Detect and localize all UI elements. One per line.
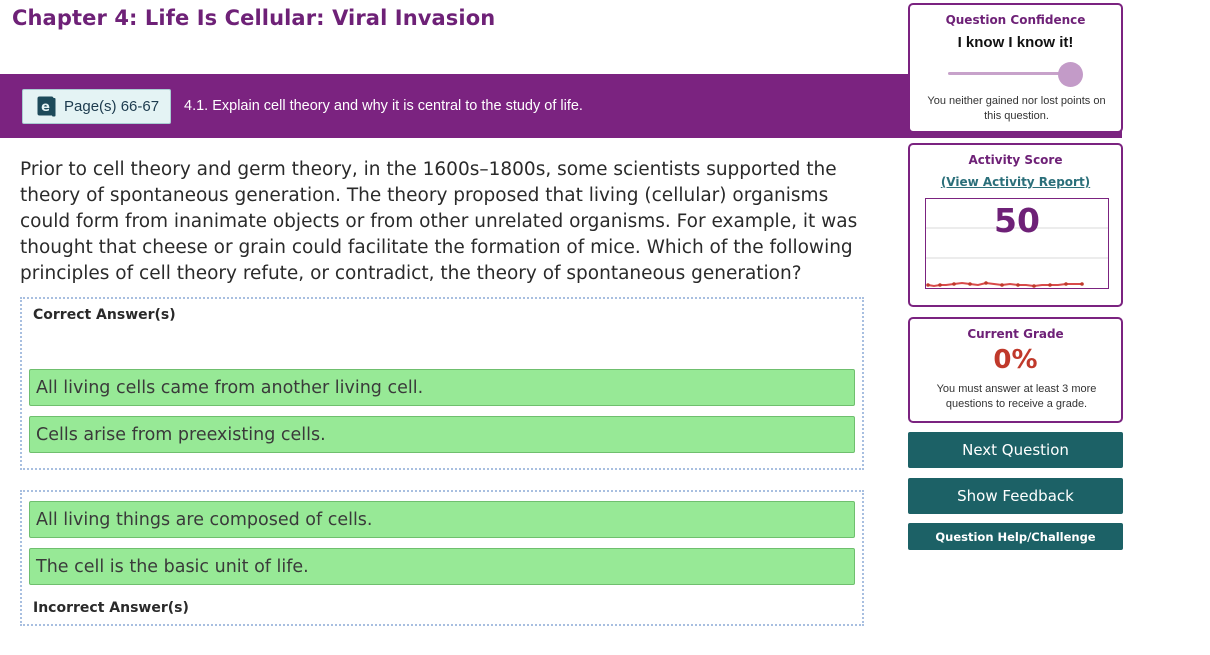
ebook-icon: e [37, 96, 56, 117]
page-reference-label: Page(s) 66-67 [64, 98, 160, 115]
activity-score-value: 50 [994, 201, 1040, 240]
page-reference-button[interactable]: e Page(s) 66-67 [22, 89, 171, 124]
current-grade-title: Current Grade [967, 327, 1064, 341]
answer-option[interactable]: The cell is the basic unit of life. [29, 548, 855, 585]
activity-score-title: Activity Score [968, 153, 1063, 167]
chapter-title: Chapter 4: Life Is Cellular: Viral Invas… [12, 6, 496, 30]
answer-option[interactable]: Cells arise from preexisting cells. [29, 416, 855, 453]
confidence-title: Question Confidence [945, 13, 1086, 27]
current-grade-value: 0% [993, 345, 1038, 375]
confidence-slider-track[interactable] [948, 72, 1072, 75]
answer-option[interactable]: All living cells came from another livin… [29, 369, 855, 406]
answer-option[interactable]: All living things are composed of cells. [29, 501, 855, 538]
incorrect-answers-heading: Incorrect Answer(s) [33, 600, 189, 616]
question-help-button[interactable]: Question Help/Challenge [908, 523, 1123, 550]
activity-score-card: Activity Score (View Activity Report) 50 [908, 143, 1123, 307]
current-grade-card: Current Grade 0% You must answer at leas… [908, 317, 1123, 423]
confidence-value: I know I know it! [957, 34, 1074, 51]
confidence-slider-thumb[interactable] [1058, 62, 1083, 87]
question-confidence-card: Question Confidence I know I know it! Yo… [908, 3, 1123, 133]
correct-answers-heading: Correct Answer(s) [33, 307, 176, 323]
incorrect-answers-panel: All living things are composed of cells.… [20, 490, 864, 626]
next-question-button[interactable]: Next Question [908, 432, 1123, 468]
confidence-note: You neither gained nor lost points on th… [927, 95, 1106, 122]
learning-objective: 4.1. Explain cell theory and why it is c… [184, 98, 583, 114]
score-sparkline [926, 227, 1108, 288]
grade-note: You must answer at least 3 more question… [936, 383, 1097, 410]
svg-text:e: e [41, 100, 50, 115]
show-feedback-button[interactable]: Show Feedback [908, 478, 1123, 514]
question-text: Prior to cell theory and germ theory, in… [20, 159, 858, 284]
view-activity-report-link[interactable]: (View Activity Report) [940, 175, 1091, 189]
correct-answers-panel: Correct Answer(s) All living cells came … [20, 297, 864, 470]
activity-score-chart: 50 [925, 198, 1109, 289]
